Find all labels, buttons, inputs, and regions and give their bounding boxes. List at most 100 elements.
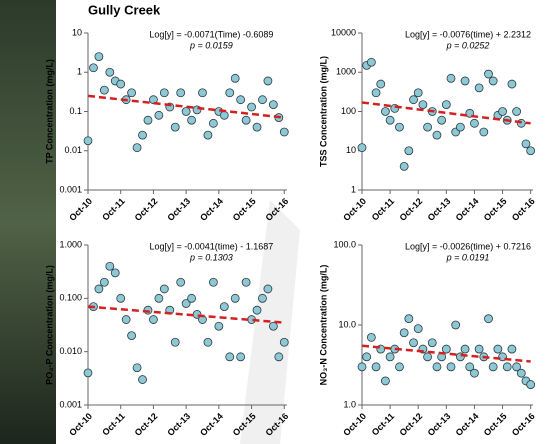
- data-point: [366, 332, 376, 342]
- data-point: [423, 352, 432, 362]
- data-point: [479, 127, 489, 137]
- data-point: [149, 95, 158, 105]
- data-point: [507, 344, 517, 354]
- data-point: [371, 88, 381, 98]
- y-tick-label: 10: [346, 145, 356, 155]
- data-point: [512, 107, 522, 116]
- y-axis-label: PO₄-P Concentration (mg/L): [44, 265, 54, 385]
- data-point: [99, 85, 109, 95]
- data-point: [437, 115, 447, 125]
- data-point: [409, 338, 418, 348]
- data-point: [219, 302, 229, 311]
- data-point: [99, 277, 109, 287]
- data-point: [94, 284, 104, 294]
- data-point: [399, 328, 409, 338]
- data-point: [187, 293, 196, 303]
- data-point: [526, 146, 536, 156]
- data-point: [502, 362, 512, 372]
- data-point: [376, 79, 386, 89]
- data-point: [105, 67, 115, 77]
- data-point: [154, 293, 164, 303]
- annotation: Log[y] = -0.0041(time) - 1.1687: [149, 241, 273, 251]
- data-point: [512, 362, 522, 372]
- data-point: [455, 122, 465, 132]
- data-point: [219, 110, 229, 120]
- data-point: [236, 352, 246, 362]
- data-point: [170, 122, 180, 132]
- data-point: [474, 344, 484, 354]
- data-point: [149, 315, 158, 324]
- data-point: [441, 100, 451, 109]
- data-point: [159, 284, 169, 294]
- annotation: Log[y] = -0.0071(Time) -0.6089: [149, 29, 273, 39]
- data-point: [263, 76, 273, 86]
- data-point: [225, 88, 235, 98]
- data-point: [274, 352, 284, 362]
- data-point: [488, 76, 498, 86]
- data-point: [390, 103, 400, 113]
- data-point: [176, 88, 186, 98]
- data-point: [385, 115, 395, 125]
- annotation: Log[y] = -0.0076(time) + 2.2312: [405, 29, 531, 39]
- data-point: [470, 118, 479, 128]
- y-tick-label: 0.01: [64, 145, 82, 155]
- data-point: [357, 143, 367, 153]
- data-point: [516, 368, 526, 378]
- y-tick-label: 1.000: [59, 239, 82, 249]
- data-point: [143, 115, 153, 125]
- data-point: [176, 277, 186, 287]
- data-point: [413, 88, 423, 98]
- data-point: [181, 107, 191, 116]
- y-tick-label: 0.100: [59, 293, 82, 303]
- annotation: p = 0.0191: [446, 252, 490, 262]
- data-point: [258, 293, 267, 303]
- data-point: [241, 115, 251, 125]
- y-tick-label: 0.001: [59, 399, 82, 409]
- data-point: [357, 362, 367, 372]
- data-point: [381, 376, 390, 386]
- y-tick-label: 100: [341, 106, 356, 116]
- y-tick-label: 0.1: [69, 106, 82, 116]
- data-point: [395, 122, 404, 132]
- annotation: Log[y] = -0.0026(time) + 0.7216: [405, 241, 531, 251]
- data-point: [279, 127, 289, 137]
- page-title: Gully Creek: [88, 2, 161, 17]
- y-tick-label: 1: [77, 67, 82, 77]
- data-point: [427, 338, 437, 348]
- data-point: [203, 337, 213, 347]
- data-point: [362, 352, 372, 362]
- data-point: [521, 139, 531, 149]
- data-point: [484, 314, 493, 324]
- data-point: [181, 299, 191, 308]
- data-point: [138, 375, 147, 384]
- data-point: [385, 352, 395, 362]
- data-point: [371, 362, 381, 372]
- data-point: [404, 146, 414, 156]
- data-point: [116, 79, 126, 89]
- y-tick-label: 100.0: [333, 239, 356, 249]
- data-point: [441, 344, 451, 354]
- data-point: [507, 79, 517, 89]
- data-point: [241, 277, 251, 287]
- y-axis-label: TSS Concentration (mg/L): [318, 56, 328, 167]
- y-axis-label: TP Concentration (mg/L): [44, 59, 54, 164]
- data-point: [409, 95, 418, 105]
- data-point: [451, 320, 461, 330]
- y-axis-label: NO₃-N Concentration (mg/L): [318, 265, 328, 386]
- data-point: [116, 293, 126, 303]
- data-point: [366, 57, 376, 67]
- y-tick-label: 10: [72, 27, 82, 37]
- data-point: [252, 305, 262, 315]
- data-point: [263, 284, 273, 294]
- data-point: [404, 314, 414, 324]
- data-point: [198, 88, 207, 98]
- data-point: [159, 88, 169, 98]
- data-point: [432, 130, 442, 140]
- data-point: [395, 362, 404, 372]
- y-tick-label: 0.010: [59, 346, 82, 356]
- data-point: [498, 107, 507, 116]
- data-point: [110, 268, 120, 278]
- data-point: [121, 315, 131, 324]
- data-point: [225, 352, 235, 362]
